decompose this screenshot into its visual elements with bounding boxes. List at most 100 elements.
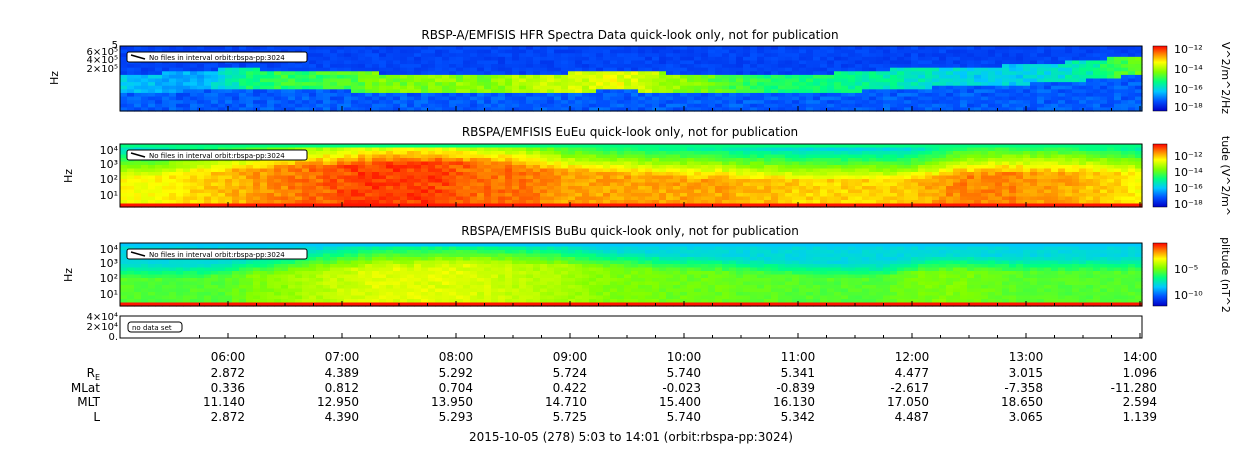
heatmap-cell <box>862 144 870 149</box>
heatmap-cell <box>617 186 625 191</box>
heatmap-cell <box>988 175 996 180</box>
heatmap-cell <box>246 189 254 194</box>
heatmap-cell <box>463 100 471 105</box>
heatmap-cell <box>134 203 142 208</box>
heatmap-cell <box>946 186 954 191</box>
heatmap-cell <box>1023 158 1031 163</box>
heatmap-cell <box>435 78 443 83</box>
heatmap-cell <box>589 60 597 65</box>
heatmap-cell <box>393 158 401 163</box>
heatmap-cell <box>1086 46 1094 51</box>
heatmap-cell <box>477 56 485 62</box>
heatmap-cell <box>211 193 219 198</box>
heatmap-cell <box>561 92 569 98</box>
heatmap-cell <box>715 196 723 201</box>
heatmap-cell <box>351 172 359 177</box>
heatmap-cell <box>470 175 478 180</box>
heatmap-cell <box>365 49 373 54</box>
heatmap-cell <box>582 49 590 54</box>
heatmap-cell <box>1009 107 1017 112</box>
heatmap-cell <box>1093 64 1101 69</box>
heatmap-cell <box>449 175 457 180</box>
heatmap-cell <box>589 193 597 198</box>
heatmap-cell <box>288 193 296 198</box>
heatmap-cell <box>428 85 436 90</box>
heatmap-cell <box>414 71 422 76</box>
heatmap-cell <box>757 175 765 180</box>
heatmap-cell <box>414 100 422 105</box>
heatmap-cell <box>456 71 464 76</box>
heatmap-cell <box>386 71 394 76</box>
heatmap-cell <box>799 186 807 191</box>
heatmap-cell <box>561 144 569 149</box>
heatmap-cell <box>379 103 387 108</box>
heatmap-cell <box>309 193 317 198</box>
heatmap-cell <box>120 53 128 58</box>
heatmap-cell <box>673 53 681 58</box>
heatmap-cell <box>323 189 331 194</box>
heatmap-cell <box>456 85 464 90</box>
heatmap-cell <box>631 151 639 156</box>
heatmap-cell <box>799 158 807 163</box>
heatmap-cell <box>939 103 947 108</box>
heatmap-cell <box>932 168 940 173</box>
heatmap-cell <box>750 175 758 180</box>
heatmap-cell <box>932 175 940 180</box>
heatmap-cell <box>428 46 436 51</box>
heatmap-cell <box>414 179 422 184</box>
heatmap-cell <box>561 64 569 69</box>
heatmap-cell <box>379 71 387 76</box>
heatmap-cell <box>561 189 569 194</box>
heatmap-cell <box>967 147 975 152</box>
heatmap-cell <box>386 78 394 83</box>
heatmap-cell <box>1023 100 1031 105</box>
heatmap-cell <box>855 158 863 163</box>
heatmap-cell <box>127 186 135 191</box>
heatmap-cell <box>442 103 450 108</box>
heatmap-cell <box>687 154 695 159</box>
heatmap-cell <box>302 85 310 90</box>
heatmap-cell <box>582 100 590 105</box>
heatmap-cell <box>624 186 632 191</box>
heatmap-cell <box>400 203 408 208</box>
heatmap-cell <box>876 193 884 198</box>
heatmap-cell <box>757 103 765 108</box>
heatmap-cell <box>771 67 779 72</box>
heatmap-cell <box>477 175 485 180</box>
heatmap-cell <box>890 82 898 87</box>
heatmap-cell <box>498 182 506 187</box>
heatmap-cell <box>589 158 597 163</box>
heatmap-cell <box>792 165 800 170</box>
heatmap-cell <box>694 107 702 112</box>
heatmap-cell <box>659 53 667 58</box>
heatmap-cell <box>337 82 345 87</box>
heatmap-cell <box>862 154 870 159</box>
heatmap-cell <box>666 151 674 156</box>
heatmap-cell <box>1030 161 1038 166</box>
heatmap-cell <box>582 165 590 170</box>
heatmap-cell <box>414 49 422 54</box>
heatmap-cell <box>743 96 751 101</box>
heatmap-cell <box>225 144 233 149</box>
heatmap-cell <box>750 186 758 191</box>
heatmap-cell <box>1107 96 1115 101</box>
heatmap-cell <box>442 92 450 98</box>
heatmap-cell <box>694 200 702 205</box>
heatmap-cell <box>260 193 268 198</box>
heatmap-cell <box>456 175 464 180</box>
heatmap-cell <box>421 182 429 187</box>
heatmap-cell <box>449 92 457 98</box>
heatmap-cell <box>925 182 933 187</box>
heatmap-cell <box>575 60 583 65</box>
heatmap-cell <box>204 161 212 166</box>
heatmap-cell <box>141 46 149 51</box>
heatmap-cell <box>582 56 590 62</box>
heatmap-cell <box>274 186 282 191</box>
heatmap-cell <box>365 196 373 201</box>
heatmap-cell <box>232 200 240 205</box>
heatmap-cell <box>337 165 345 170</box>
heatmap-cell <box>232 74 240 80</box>
heatmap-cell <box>708 74 716 80</box>
heatmap-cell <box>946 82 954 87</box>
heatmap-cell <box>211 82 219 87</box>
